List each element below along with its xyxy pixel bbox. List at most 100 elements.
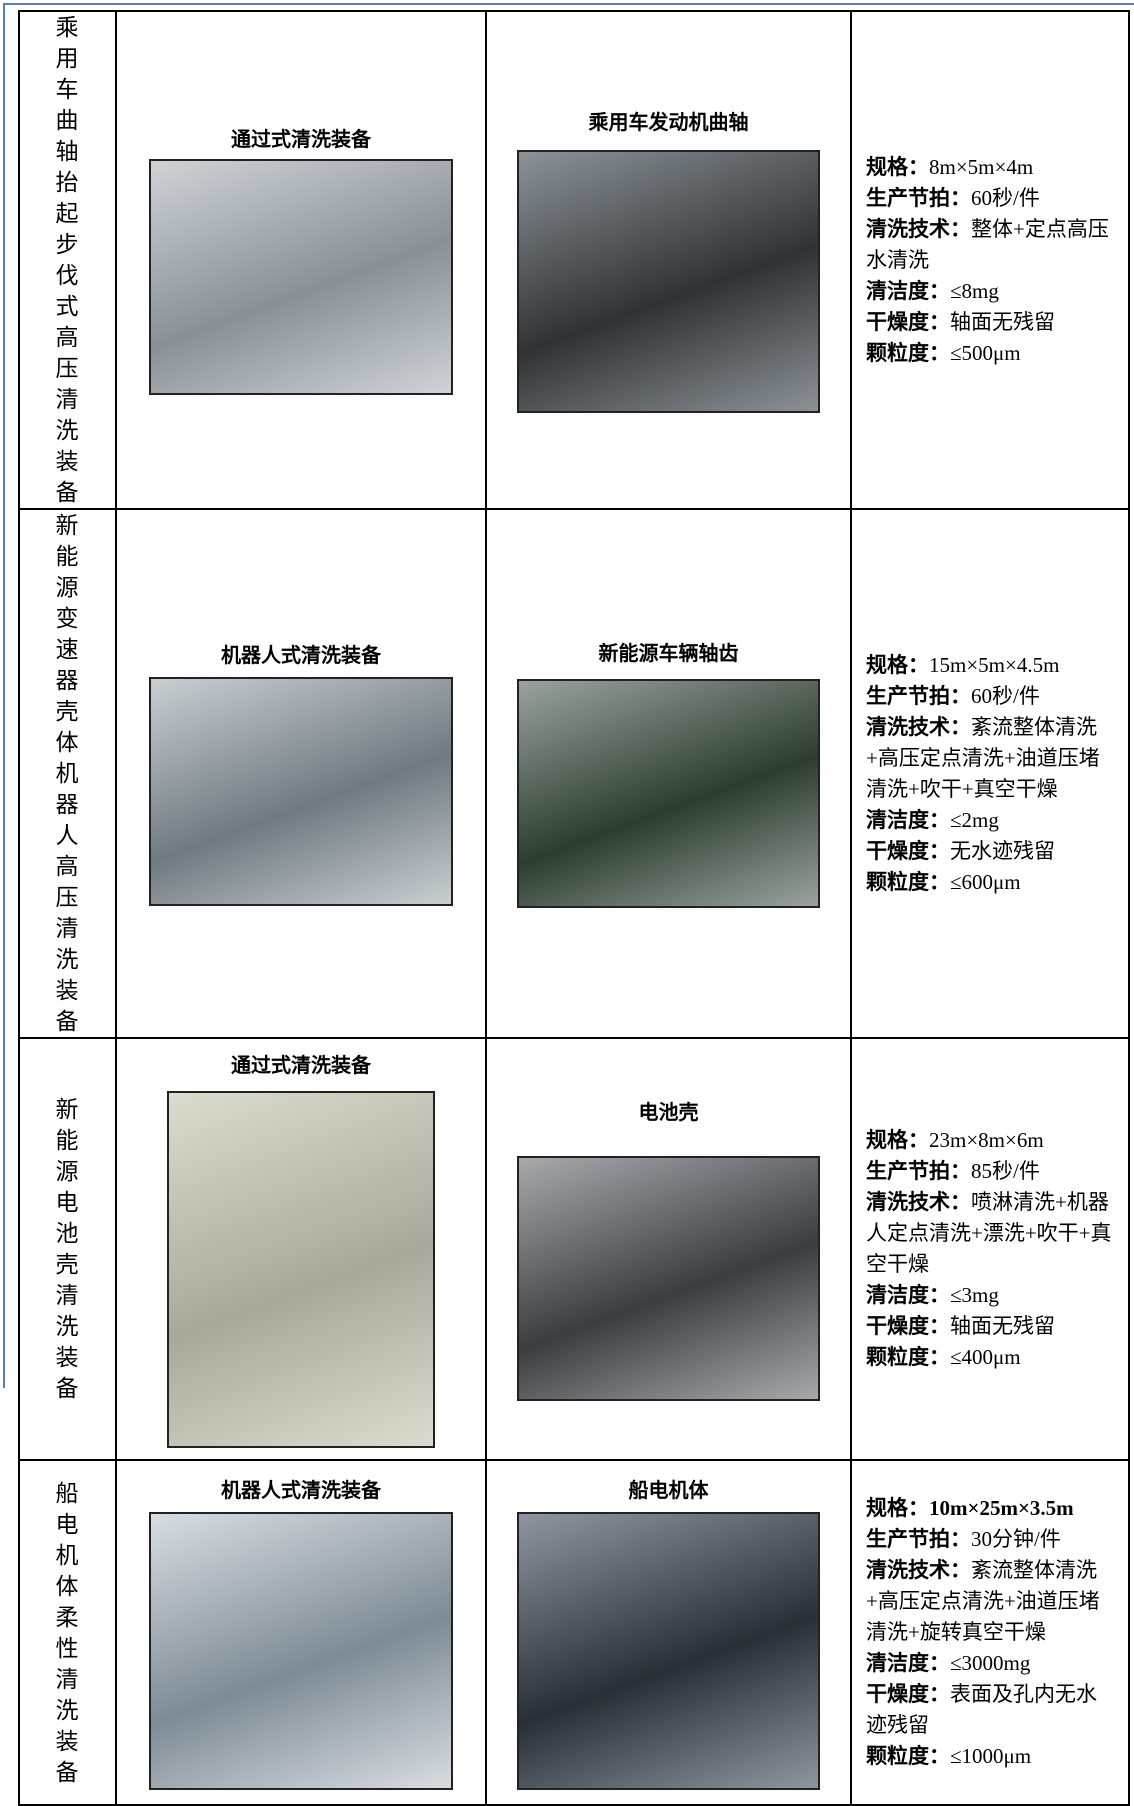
part-cell: 乘用车发动机曲轴 — [485, 10, 852, 510]
frame-line — [3, 3, 5, 1388]
spec-line: 清洗技术：喷淋清洗+机器人定点清洗+漂洗+吹干+真空干燥 — [866, 1187, 1114, 1280]
spec-value: 23m×8m×6m — [929, 1128, 1044, 1152]
table-row: 船电机体柔性清洗装备 机器人式清洗装备 船电机体 规格：10m×25m×3.5m 生产节… — [18, 1459, 1130, 1806]
spec-value: 轴面无残留 — [950, 309, 1055, 334]
photo — [149, 159, 453, 395]
table-row: 新能源变速器壳体机器人高压清洗装备 机器人式清洗装备 新能源车辆轴齿 规格：15m×5… — [18, 508, 1130, 1039]
spec-value: ≤8mg — [950, 278, 999, 303]
spec-line: 规格：23m×8m×6m — [866, 1125, 1114, 1156]
spec-label: 颗粒度： — [866, 1345, 950, 1369]
spec-label: 生产节拍： — [866, 683, 971, 708]
specs-cell: 规格：8m×5m×4m 生产节拍：60秒/件 清洗技术：整体+定点高压水清洗 清洁度：… — [850, 10, 1130, 510]
spec-label: 干燥度： — [866, 1682, 950, 1706]
spec-value: ≤3000mg — [950, 1651, 1031, 1675]
spec-label: 规格： — [866, 652, 929, 677]
spec-label: 干燥度： — [866, 838, 950, 863]
equipment-title: 通过式清洗装备 — [231, 127, 371, 151]
spec-line: 干燥度：轴面无残留 — [866, 307, 1114, 338]
spec-label: 清洁度： — [866, 1283, 950, 1307]
spec-label: 规格： — [866, 154, 929, 179]
spec-value: 10m×25m×3.5m — [929, 1496, 1074, 1520]
spec-line: 颗粒度：≤400μm — [866, 1342, 1114, 1373]
spec-value: ≤600μm — [950, 869, 1021, 894]
spec-value: 30分钟/件 — [971, 1527, 1061, 1551]
spec-label: 颗粒度： — [866, 1744, 950, 1768]
spec-label: 颗粒度： — [866, 340, 950, 365]
spec-line: 清洁度：≤3mg — [866, 1280, 1114, 1311]
spec-value: ≤1000μm — [950, 1744, 1032, 1768]
spec-line: 生产节拍：60秒/件 — [866, 681, 1114, 712]
spec-label: 清洗技术： — [866, 1190, 971, 1214]
spec-label: 清洁度： — [866, 1651, 950, 1675]
spec-line: 颗粒度：≤1000μm — [866, 1741, 1114, 1772]
part-title: 新能源车辆轴齿 — [598, 641, 739, 665]
spec-value: 15m×5m×4.5m — [929, 652, 1060, 677]
spec-label: 生产节拍： — [866, 1527, 971, 1551]
spec-label: 清洗技术： — [866, 714, 971, 739]
spec-label: 清洁度： — [866, 278, 950, 303]
specs-cell: 规格：15m×5m×4.5m 生产节拍：60秒/件 清洗技术：紊流整体清洗+高压定点… — [850, 508, 1130, 1039]
table-row: 新能源电池壳清洗装备 通过式清洗装备 电池壳 规格：23m×8m×6m 生产节拍：85秒… — [18, 1037, 1130, 1461]
spec-line: 清洗技术：整体+定点高压水清洗 — [866, 214, 1114, 276]
spec-line: 清洗技术：紊流整体清洗+高压定点清洗+油道压堵清洗+旋转真空干燥 — [866, 1555, 1114, 1648]
equipment-cell: 通过式清洗装备 — [115, 10, 487, 510]
photo — [517, 1155, 820, 1401]
name-cell: 船电机体柔性清洗装备 — [18, 1459, 117, 1806]
spec-value: ≤2mg — [950, 807, 999, 832]
spec-line: 颗粒度：≤500μm — [866, 338, 1114, 369]
equipment-cell: 机器人式清洗装备 — [115, 1459, 487, 1806]
spec-line: 规格：8m×5m×4m — [866, 152, 1114, 183]
spec-value: ≤500μm — [950, 340, 1021, 365]
spec-label: 干燥度： — [866, 1314, 950, 1338]
spec-line: 规格：15m×5m×4.5m — [866, 650, 1114, 681]
spec-label: 干燥度： — [866, 309, 950, 334]
spec-label: 颗粒度： — [866, 869, 950, 894]
equipment-name: 乘用车曲轴抬起步伐式高压清洗装备 — [55, 15, 80, 505]
spec-value: 喷淋清洗+机器人定点清洗+漂洗+吹干+真空干燥 — [866, 1190, 1112, 1276]
specs-cell: 规格：23m×8m×6m 生产节拍：85秒/件 清洗技术：喷淋清洗+机器人定点清洗+… — [850, 1037, 1130, 1461]
equipment-title: 机器人式清洗装备 — [221, 1477, 381, 1502]
spec-value: 60秒/件 — [971, 185, 1040, 210]
spec-line: 生产节拍：30分钟/件 — [866, 1524, 1114, 1555]
photo — [517, 679, 820, 908]
spec-line: 生产节拍：60秒/件 — [866, 183, 1114, 214]
equipment-name: 船电机体柔性清洗装备 — [55, 1480, 80, 1785]
spec-label: 清洗技术： — [866, 216, 971, 241]
photo — [517, 1511, 820, 1790]
spec-line: 规格：10m×25m×3.5m — [866, 1493, 1114, 1524]
equipment-name: 新能源变速器壳体机器人高压清洗装备 — [55, 513, 80, 1034]
equipment-title: 通过式清洗装备 — [231, 1052, 371, 1077]
spec-value: ≤400μm — [950, 1345, 1021, 1369]
equipment-table: 乘用车曲轴抬起步伐式高压清洗装备 通过式清洗装备 乘用车发动机曲轴 规格：8m×5m×… — [18, 10, 1130, 1806]
part-cell: 新能源车辆轴齿 — [485, 508, 852, 1039]
spec-line: 清洗技术：紊流整体清洗+高压定点清洗+油道压堵清洗+吹干+真空干燥 — [866, 712, 1114, 805]
part-cell: 电池壳 — [485, 1037, 852, 1461]
photo — [517, 149, 820, 413]
spec-value: 整体+定点高压水清洗 — [866, 216, 1109, 272]
spec-value: 紊流整体清洗+高压定点清洗+油道压堵清洗+吹干+真空干燥 — [866, 714, 1100, 801]
photo — [167, 1090, 435, 1448]
part-title: 船电机体 — [628, 1477, 709, 1502]
equipment-cell: 机器人式清洗装备 — [115, 508, 487, 1039]
spec-line: 生产节拍：85秒/件 — [866, 1156, 1114, 1187]
photo — [149, 1511, 453, 1790]
spec-value: 60秒/件 — [971, 683, 1040, 708]
equipment-name: 新能源电池壳清洗装备 — [55, 1097, 80, 1401]
part-title: 乘用车发动机曲轴 — [588, 109, 749, 134]
equipment-cell: 通过式清洗装备 — [115, 1037, 487, 1461]
spec-label: 生产节拍： — [866, 1159, 971, 1183]
part-cell: 船电机体 — [485, 1459, 852, 1806]
spec-line: 干燥度：无水迹残留 — [866, 836, 1114, 867]
spec-value: 8m×5m×4m — [929, 154, 1034, 179]
spec-label: 规格： — [866, 1128, 929, 1152]
name-cell: 新能源变速器壳体机器人高压清洗装备 — [18, 508, 117, 1039]
spec-label: 清洗技术： — [866, 1558, 971, 1582]
spec-value: 无水迹残留 — [950, 838, 1055, 863]
spec-label: 规格： — [866, 1496, 929, 1520]
spec-value: ≤3mg — [950, 1283, 999, 1307]
specs-cell: 规格：10m×25m×3.5m 生产节拍：30分钟/件 清洗技术：紊流整体清洗+高压… — [850, 1459, 1130, 1806]
spec-line: 干燥度：轴面无残留 — [866, 1311, 1114, 1342]
spec-line: 颗粒度：≤600μm — [866, 867, 1114, 898]
spec-value: 轴面无残留 — [950, 1314, 1055, 1338]
equipment-title: 机器人式清洗装备 — [221, 643, 381, 667]
